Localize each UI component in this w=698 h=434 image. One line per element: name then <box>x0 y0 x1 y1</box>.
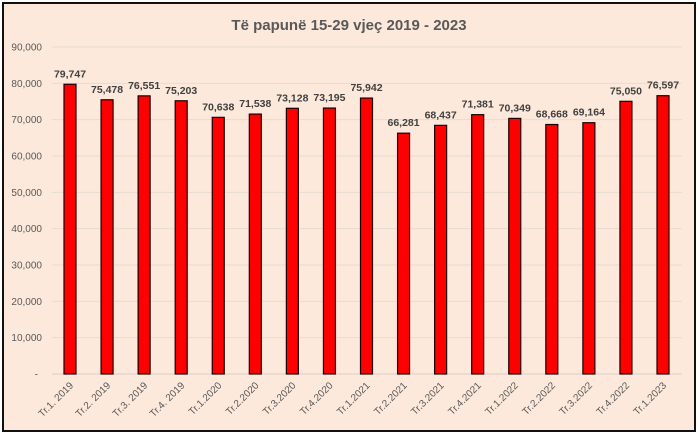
y-tick-label: 80,000 <box>11 79 42 90</box>
bar <box>285 107 299 375</box>
data-label: 71,381 <box>462 99 494 111</box>
y-tick-label: 30,000 <box>11 261 42 272</box>
y-tick-label: - <box>35 370 38 381</box>
bar <box>508 117 522 375</box>
x-tick-label: Tr.2. 2019 <box>74 380 114 420</box>
data-label: 73,195 <box>313 92 345 104</box>
x-tick-label: Tr.4. 2019 <box>148 380 188 420</box>
bar <box>471 114 485 375</box>
x-tick-label: Tr.3.2020 <box>261 380 299 418</box>
bar <box>582 122 596 375</box>
y-tick-label: 90,000 <box>11 43 42 54</box>
data-label: 76,597 <box>647 80 679 92</box>
bar <box>174 100 188 375</box>
x-tick-label: Tr.1.2023 <box>632 380 670 418</box>
bar <box>322 107 337 375</box>
x-tick-label: Tr.2.2021 <box>372 380 410 418</box>
x-tick-label: Tr.4.2022 <box>595 380 633 418</box>
bar <box>619 100 633 375</box>
y-tick-label: 70,000 <box>11 115 42 126</box>
chart-title: Të papunë 15-29 vjeç 2019 - 2023 <box>231 17 466 34</box>
y-tick-label: 50,000 <box>11 188 42 199</box>
y-tick-label: 60,000 <box>11 152 42 163</box>
x-tick-label: Tr.1.2021 <box>335 380 373 418</box>
data-label: 68,668 <box>536 109 568 121</box>
data-label: 75,203 <box>165 85 197 97</box>
data-label: 66,281 <box>388 117 420 129</box>
bar <box>63 83 77 375</box>
x-tick-label: Tr.1. 2019 <box>37 380 77 420</box>
x-tick-label: Tr.1.2022 <box>483 380 521 418</box>
data-label: 76,551 <box>128 80 160 92</box>
x-tick-label: Tr.4.2020 <box>298 380 336 418</box>
bar <box>545 123 559 375</box>
data-label: 79,747 <box>54 68 86 80</box>
y-tick-label: 10,000 <box>11 333 42 344</box>
bar <box>656 95 670 375</box>
bar <box>100 99 114 375</box>
y-tick-label: 20,000 <box>11 297 42 308</box>
data-label: 75,942 <box>350 82 382 94</box>
y-tick-label: 40,000 <box>11 224 42 235</box>
x-tick-label: Tr.3. 2019 <box>111 380 151 420</box>
data-label: 75,050 <box>610 85 642 97</box>
bar <box>248 113 262 375</box>
x-tick-label: Tr.3.2021 <box>409 380 447 418</box>
bar <box>211 116 225 375</box>
data-label: 70,638 <box>202 101 234 113</box>
bar <box>434 124 448 375</box>
data-label: 75,478 <box>91 84 123 96</box>
bar <box>137 95 151 375</box>
x-tick-label: Tr.3.2022 <box>558 380 596 418</box>
x-tick-label: Tr.2.2020 <box>224 380 262 418</box>
data-label: 69,164 <box>573 107 605 119</box>
bar <box>396 132 411 375</box>
data-label: 71,538 <box>239 98 271 110</box>
x-tick-label: Tr.2.2022 <box>521 380 559 418</box>
data-label: 68,437 <box>425 109 457 121</box>
x-tick-label: Tr.1.2020 <box>187 380 225 418</box>
data-label: 73,128 <box>276 92 308 104</box>
x-tick-label: Tr.4.2021 <box>446 380 484 418</box>
data-label: 70,349 <box>499 102 531 114</box>
bar <box>359 97 374 375</box>
